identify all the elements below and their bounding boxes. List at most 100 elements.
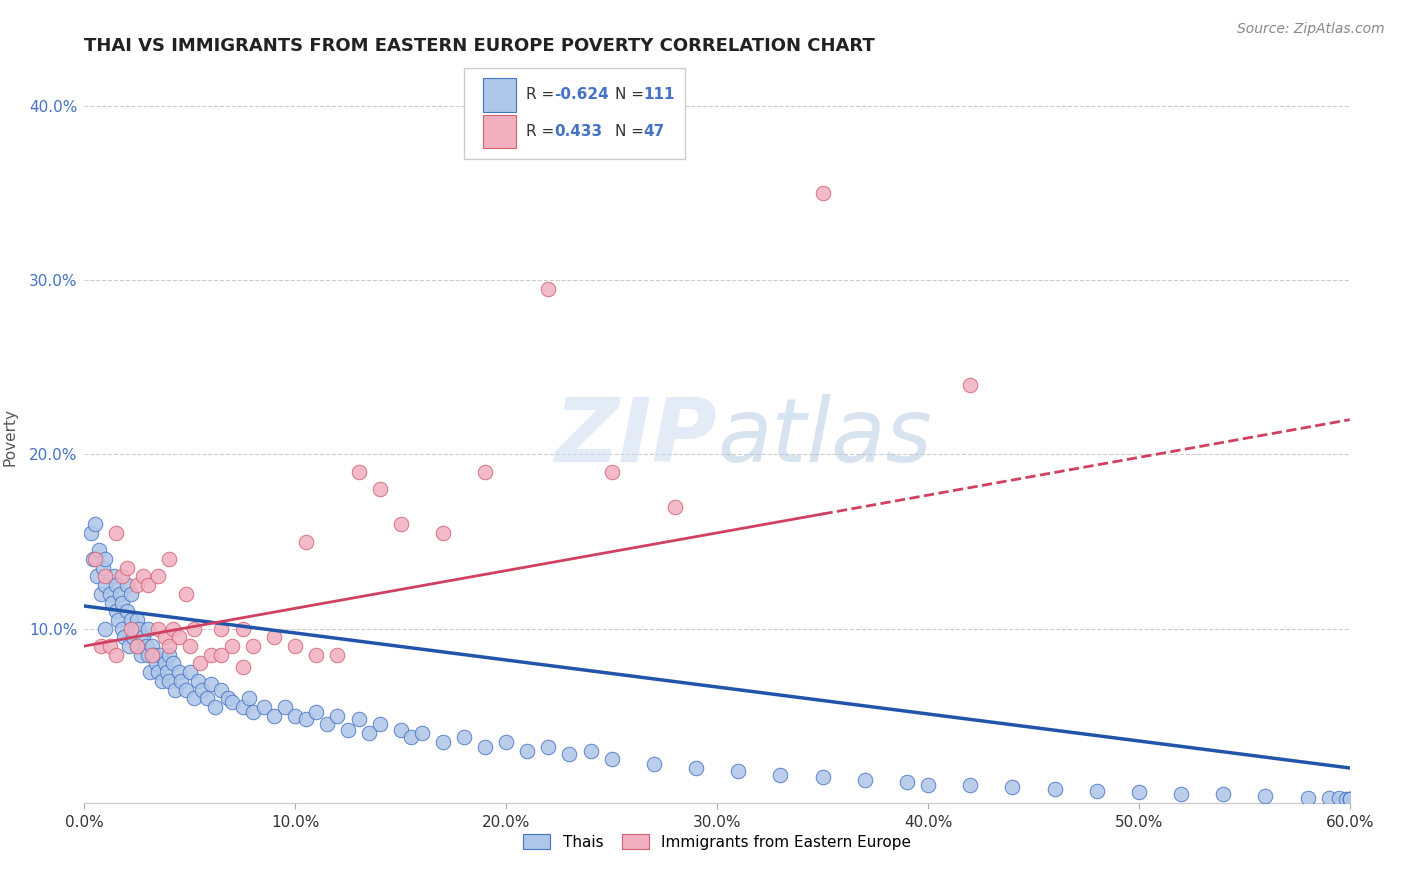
Point bbox=[94, 622, 117, 636]
Point bbox=[474, 465, 496, 479]
Point bbox=[162, 622, 184, 636]
Point bbox=[253, 700, 276, 714]
Point bbox=[811, 770, 834, 784]
Point bbox=[347, 712, 370, 726]
Point bbox=[195, 691, 218, 706]
Point bbox=[127, 613, 149, 627]
Point bbox=[284, 708, 307, 723]
Point bbox=[156, 665, 179, 680]
Point bbox=[98, 587, 121, 601]
Point bbox=[169, 631, 191, 645]
Point bbox=[94, 578, 117, 592]
Point bbox=[165, 682, 187, 697]
Point bbox=[141, 648, 163, 662]
Point bbox=[136, 622, 159, 636]
Point bbox=[84, 517, 107, 532]
Point bbox=[305, 648, 328, 662]
Point bbox=[211, 622, 233, 636]
Point bbox=[105, 578, 127, 592]
Point bbox=[122, 631, 145, 645]
Point bbox=[153, 657, 176, 671]
Point bbox=[115, 604, 138, 618]
Point bbox=[1334, 792, 1357, 806]
Point bbox=[127, 639, 149, 653]
Text: 0.433: 0.433 bbox=[554, 124, 602, 139]
Point bbox=[136, 578, 159, 592]
Point bbox=[1329, 790, 1351, 805]
Point bbox=[157, 639, 180, 653]
Point bbox=[111, 569, 134, 583]
Point bbox=[82, 552, 104, 566]
Point bbox=[87, 543, 111, 558]
Point bbox=[169, 665, 191, 680]
Point bbox=[141, 639, 163, 653]
Point bbox=[188, 657, 212, 671]
Point bbox=[118, 639, 141, 653]
Point bbox=[93, 560, 115, 574]
Point bbox=[174, 682, 197, 697]
Point bbox=[1085, 783, 1108, 797]
Point bbox=[811, 186, 834, 201]
Point bbox=[94, 552, 117, 566]
Text: R =: R = bbox=[526, 87, 560, 103]
Point bbox=[917, 778, 939, 792]
Point bbox=[115, 578, 138, 592]
Point bbox=[94, 569, 117, 583]
Text: 47: 47 bbox=[644, 124, 665, 139]
Point bbox=[474, 740, 496, 755]
Point bbox=[120, 613, 142, 627]
Point bbox=[221, 695, 243, 709]
FancyBboxPatch shape bbox=[464, 68, 686, 159]
Point bbox=[305, 705, 328, 719]
Point bbox=[326, 648, 349, 662]
Point bbox=[200, 648, 222, 662]
Point bbox=[1254, 789, 1277, 803]
Point bbox=[1296, 790, 1319, 805]
Text: atlas: atlas bbox=[717, 394, 932, 480]
Point bbox=[368, 483, 391, 497]
Point bbox=[579, 743, 602, 757]
Point bbox=[183, 691, 205, 706]
Point bbox=[1170, 787, 1192, 801]
Point bbox=[132, 569, 155, 583]
Point bbox=[132, 631, 155, 645]
Point bbox=[120, 622, 142, 636]
Point bbox=[1001, 780, 1024, 794]
Point bbox=[217, 691, 239, 706]
Point bbox=[1043, 781, 1066, 796]
Point bbox=[157, 648, 180, 662]
Point bbox=[191, 682, 214, 697]
Y-axis label: Poverty: Poverty bbox=[3, 408, 18, 467]
Point bbox=[537, 740, 560, 755]
Point bbox=[98, 639, 121, 653]
Text: 111: 111 bbox=[644, 87, 675, 103]
Point bbox=[127, 639, 149, 653]
Point bbox=[145, 657, 167, 671]
Point bbox=[558, 747, 581, 761]
Point bbox=[495, 735, 517, 749]
Point bbox=[105, 604, 127, 618]
Point bbox=[664, 500, 686, 514]
Point bbox=[103, 569, 125, 583]
Point bbox=[86, 569, 108, 583]
Point bbox=[1339, 792, 1361, 806]
Point bbox=[600, 752, 623, 766]
Point bbox=[274, 700, 297, 714]
Point bbox=[1339, 792, 1361, 806]
Point bbox=[107, 613, 129, 627]
Point bbox=[959, 778, 981, 792]
Point bbox=[111, 622, 134, 636]
Text: N =: N = bbox=[614, 124, 648, 139]
Point bbox=[295, 712, 318, 726]
Point bbox=[211, 648, 233, 662]
Point bbox=[284, 639, 307, 653]
Point bbox=[727, 764, 749, 779]
Text: R =: R = bbox=[526, 124, 560, 139]
Point bbox=[135, 639, 157, 653]
Point bbox=[105, 525, 127, 540]
Point bbox=[136, 648, 159, 662]
Point bbox=[124, 622, 146, 636]
Point bbox=[769, 768, 792, 782]
Point bbox=[411, 726, 433, 740]
Point bbox=[368, 717, 391, 731]
